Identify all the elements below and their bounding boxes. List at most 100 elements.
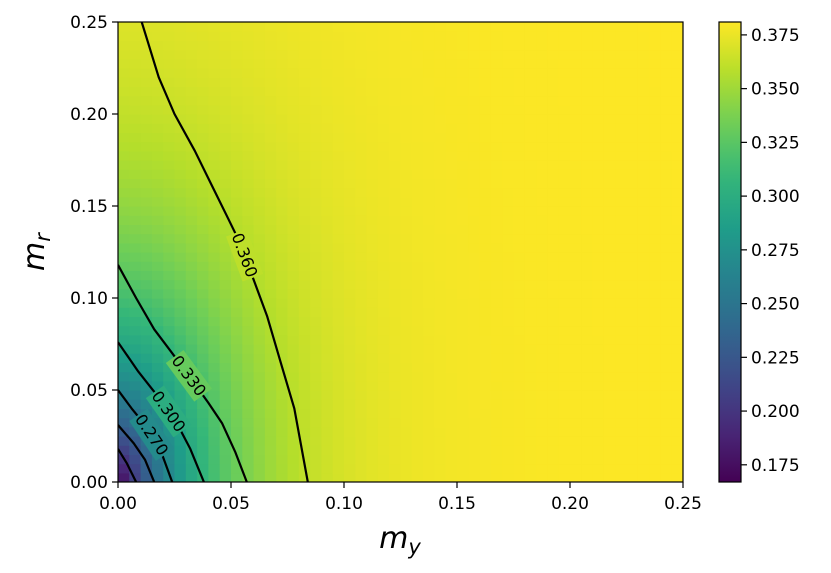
heatmap-cell [445,132,458,143]
heatmap-cell [174,206,187,216]
heatmap-cell [298,215,311,225]
heatmap-cell [253,169,266,179]
heatmap-cell [185,399,198,409]
heatmap-cell [355,371,368,382]
heatmap-cell [321,316,334,327]
heatmap-cell [570,445,582,455]
heatmap-cell [434,316,447,327]
heatmap-cell [434,178,447,189]
heatmap-cell [163,77,176,87]
heatmap-cell [129,187,142,198]
heatmap-cell [355,417,368,428]
heatmap-cell [570,31,582,41]
heatmap-cell [332,298,345,308]
heatmap-cell [389,233,402,244]
heatmap-cell [457,454,469,465]
heatmap-cell [118,445,130,455]
heatmap-cell [524,371,537,382]
heatmap-cell [513,408,526,419]
heatmap-cell [344,196,356,207]
heatmap-cell [502,316,515,327]
heatmap-cell [490,399,503,409]
heatmap-cell [242,436,255,446]
heatmap-cell [570,298,582,308]
heatmap-cell [310,334,322,345]
heatmap-cell [321,252,334,262]
heatmap-cell [411,22,424,32]
heatmap-cell [423,141,435,152]
heatmap-cell [264,224,277,235]
heatmap-cell [502,178,515,189]
heatmap-cell [321,206,334,216]
heatmap-cell [151,344,164,354]
heatmap-cell [197,160,209,170]
heatmap-cell [389,270,402,281]
heatmap-cell [468,261,481,271]
heatmap-cell [253,325,266,336]
heatmap-cell [264,472,277,482]
heatmap-cell [151,325,164,336]
heatmap-cell [140,49,153,60]
heatmap-cell [637,233,650,244]
heatmap-cell [118,169,130,179]
heatmap-cell [603,436,616,446]
heatmap-cell [298,242,311,253]
heatmap-cell [434,187,447,198]
heatmap-cell [140,325,153,336]
heatmap-cell [298,114,311,124]
heatmap-cell [174,58,187,69]
heatmap-cell [479,40,492,51]
heatmap-cell [129,454,142,465]
heatmap-cell [660,353,673,363]
heatmap-cell [513,353,526,363]
heatmap-cell [603,150,616,161]
heatmap-cell [490,150,503,161]
heatmap-cell [536,472,548,482]
heatmap-cell [366,95,379,106]
heatmap-cell [490,141,503,152]
heatmap-cell [457,298,469,308]
heatmap-cell [558,436,571,446]
heatmap-cell [434,95,447,106]
heatmap-cell [411,399,424,409]
heatmap-cell [377,390,390,400]
heatmap-cell [276,463,289,474]
heatmap-cell [197,86,209,97]
heatmap-cell [253,196,266,207]
heatmap-cell [547,233,560,244]
heatmap-cell [581,224,594,235]
heatmap-cell [536,141,548,152]
heatmap-cell [264,316,277,327]
heatmap-cell [547,215,560,225]
heatmap-cell [310,436,322,446]
heatmap-cell [490,160,503,170]
heatmap-cell [423,371,435,382]
heatmap-cell [355,325,368,336]
heatmap-cell [264,68,277,78]
heatmap-cell [253,436,266,446]
heatmap-cell [423,334,435,345]
heatmap-cell [603,132,616,143]
heatmap-cell [457,436,469,446]
heatmap-cell [287,270,300,281]
heatmap-cell [660,49,673,60]
heatmap-cell [185,436,198,446]
heatmap-cell [423,31,435,41]
heatmap-cell [377,68,390,78]
heatmap-cell [547,270,560,281]
heatmap-cell [570,132,582,143]
heatmap-cell [163,104,176,115]
heatmap-cell [151,178,164,189]
heatmap-cell [208,353,221,363]
heatmap-cell [219,371,232,382]
heatmap-cell [570,58,582,69]
heatmap-cell [366,316,379,327]
heatmap-cell [637,150,650,161]
heatmap-cell [310,252,322,262]
heatmap-cell [536,261,548,271]
heatmap-cell [264,252,277,262]
heatmap-cell [570,261,582,271]
colorbar-tick-label: 0.250 [751,295,800,315]
heatmap-cell [660,371,673,382]
heatmap-cell [547,123,560,133]
